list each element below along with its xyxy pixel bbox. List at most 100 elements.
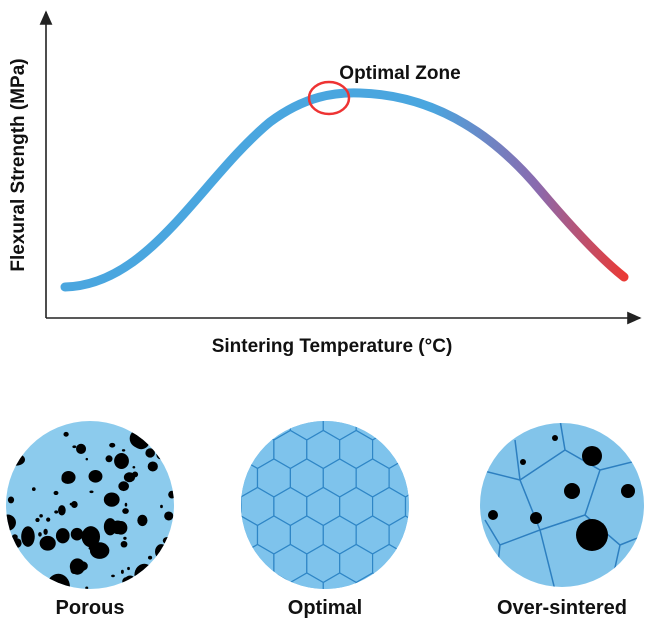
pore bbox=[39, 514, 43, 517]
hex-grain bbox=[422, 516, 455, 554]
hex-grain bbox=[439, 602, 472, 624]
hex-grain bbox=[208, 374, 241, 412]
hex-grain bbox=[406, 488, 439, 526]
hex-grain bbox=[422, 459, 455, 497]
pore bbox=[46, 517, 50, 521]
annotation: Optimal Zone bbox=[339, 63, 460, 84]
hex-grain bbox=[422, 573, 455, 611]
pore bbox=[145, 448, 155, 457]
pore bbox=[11, 443, 14, 446]
pore bbox=[61, 474, 73, 484]
pore bbox=[58, 505, 66, 515]
pore bbox=[125, 503, 128, 507]
pore bbox=[148, 461, 158, 471]
pore bbox=[132, 472, 138, 478]
hex-grain bbox=[192, 402, 225, 440]
pore bbox=[121, 570, 124, 574]
pore bbox=[8, 496, 14, 503]
hex-grain bbox=[406, 602, 439, 624]
pore bbox=[8, 454, 25, 466]
pore bbox=[134, 564, 154, 586]
hex-grain bbox=[225, 573, 258, 611]
pore bbox=[160, 505, 163, 508]
strength-curve bbox=[65, 93, 624, 287]
pore bbox=[35, 518, 39, 522]
pore bbox=[86, 458, 88, 461]
pore bbox=[5, 445, 19, 456]
pore bbox=[12, 538, 21, 548]
hex-grain bbox=[241, 374, 274, 412]
oversintered-disc bbox=[480, 423, 644, 587]
pore bbox=[163, 551, 173, 560]
hex-grain bbox=[208, 488, 241, 526]
pore bbox=[89, 490, 93, 493]
hex-grain bbox=[406, 431, 439, 469]
pore bbox=[85, 587, 88, 590]
hex-grains bbox=[192, 374, 505, 624]
pore bbox=[132, 428, 150, 449]
pore bbox=[127, 567, 130, 570]
pore bbox=[104, 492, 120, 506]
pore bbox=[33, 432, 37, 436]
pore bbox=[89, 470, 103, 483]
hex-grain bbox=[307, 374, 340, 412]
pore bbox=[5, 420, 9, 425]
hex-grain bbox=[208, 602, 241, 624]
pore bbox=[72, 445, 76, 448]
hex-grain bbox=[373, 602, 406, 624]
pore bbox=[118, 481, 129, 491]
hex-grain bbox=[439, 374, 472, 412]
pore bbox=[121, 541, 128, 548]
pore bbox=[54, 510, 58, 513]
pore bbox=[0, 515, 16, 531]
pore bbox=[104, 518, 117, 535]
pore bbox=[132, 466, 135, 469]
pore bbox=[38, 532, 42, 537]
panel-label: Porous bbox=[56, 597, 125, 619]
hex-grain bbox=[455, 402, 488, 440]
pore bbox=[71, 528, 83, 541]
pore bbox=[64, 477, 68, 480]
pore bbox=[89, 546, 94, 550]
hex-grain bbox=[208, 431, 241, 469]
pore bbox=[40, 536, 56, 551]
hex-grain bbox=[389, 573, 422, 611]
pore bbox=[56, 528, 70, 543]
hex-grain bbox=[439, 545, 472, 583]
hex-grain bbox=[241, 602, 274, 624]
pore bbox=[163, 537, 173, 544]
pore bbox=[154, 437, 159, 445]
pore bbox=[155, 544, 167, 559]
porous-disc bbox=[6, 421, 174, 589]
pore bbox=[168, 491, 176, 499]
x-axis-label: Sintering Temperature (°C) bbox=[212, 336, 453, 357]
pore bbox=[159, 420, 162, 423]
pore bbox=[156, 450, 164, 459]
hex-grain bbox=[208, 545, 241, 583]
pore bbox=[6, 415, 24, 427]
pore bbox=[43, 529, 47, 535]
hex-grain bbox=[455, 573, 488, 611]
hex-grain bbox=[471, 374, 504, 412]
pore bbox=[4, 573, 7, 577]
pore bbox=[90, 542, 109, 559]
pore bbox=[114, 453, 129, 469]
pore bbox=[21, 526, 35, 547]
pore bbox=[137, 515, 147, 526]
hex-grain bbox=[439, 488, 472, 526]
panel-label: Optimal bbox=[288, 597, 362, 619]
pore bbox=[164, 511, 173, 520]
pore bbox=[47, 574, 70, 600]
pore bbox=[32, 487, 36, 491]
hex-grain bbox=[192, 573, 225, 611]
pore bbox=[6, 544, 15, 554]
hex-grain bbox=[439, 431, 472, 469]
hex-grain bbox=[406, 374, 439, 412]
hex-grain bbox=[192, 459, 225, 497]
pore bbox=[4, 523, 8, 527]
pore bbox=[155, 559, 173, 576]
pore bbox=[109, 443, 115, 448]
pore bbox=[111, 575, 115, 578]
pore bbox=[151, 559, 171, 580]
pore bbox=[159, 555, 162, 559]
